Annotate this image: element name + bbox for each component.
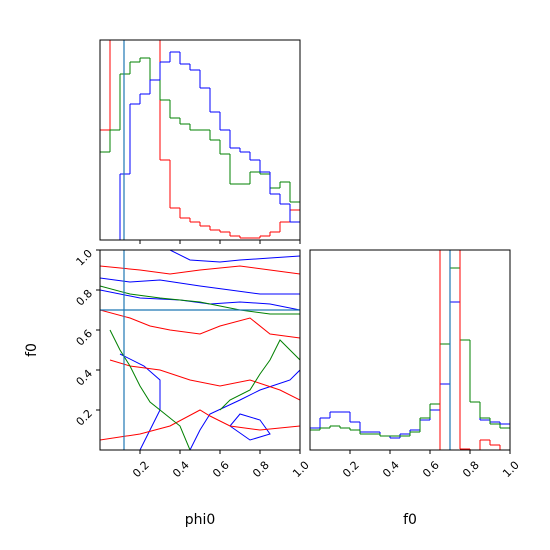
contour-line xyxy=(119,353,161,450)
contour-line xyxy=(100,277,300,295)
contour-line xyxy=(219,339,300,411)
contour-line xyxy=(100,285,300,315)
contour-line xyxy=(109,329,191,450)
plot-area xyxy=(100,250,300,450)
contour-line xyxy=(100,265,300,275)
axes-frame xyxy=(309,249,511,451)
y-axis-label: f0 xyxy=(24,343,40,357)
x-axis-label: f0 xyxy=(403,512,417,528)
plot-area xyxy=(310,250,510,450)
axes-frame xyxy=(99,39,301,241)
contour-line xyxy=(100,409,300,441)
contour-line xyxy=(189,369,300,450)
contour-line xyxy=(100,309,300,339)
axes-frame xyxy=(99,249,301,451)
plot-area xyxy=(100,40,300,240)
x-axis-label: phi0 xyxy=(185,512,216,528)
contour-line xyxy=(229,413,271,441)
contour-line xyxy=(109,359,300,401)
contour-line xyxy=(169,250,300,263)
